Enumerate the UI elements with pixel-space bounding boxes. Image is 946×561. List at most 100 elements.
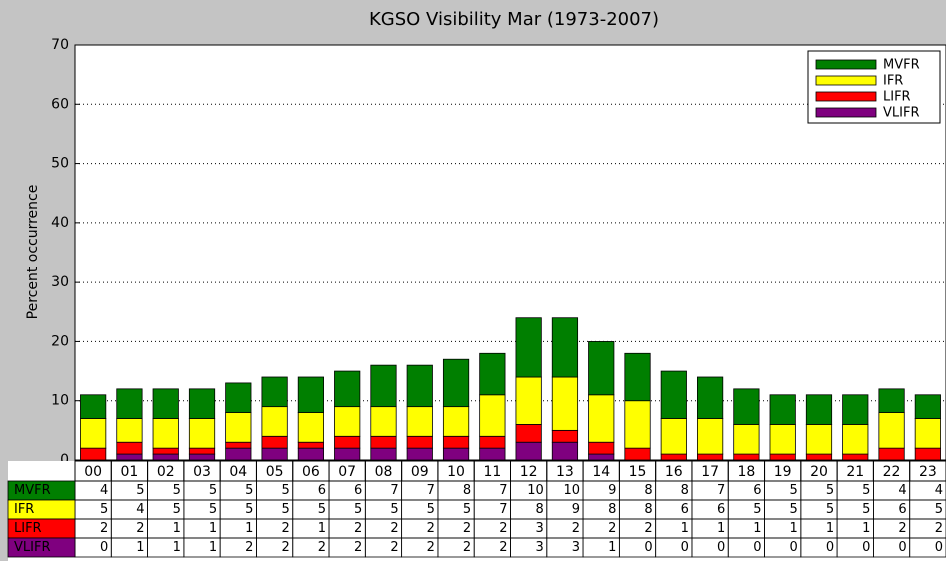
table-value: 1 <box>790 521 798 536</box>
x-tick-label: 16 <box>665 464 683 480</box>
bar-segment <box>551 376 579 431</box>
bar-segment <box>769 424 796 455</box>
bar-segment <box>842 453 869 461</box>
table-value: 5 <box>173 483 181 498</box>
table-value: 1 <box>717 521 725 536</box>
x-tick-label: 13 <box>556 464 574 480</box>
x-tick-label: 09 <box>411 464 429 480</box>
table-value: 5 <box>209 502 217 517</box>
bar-segment <box>515 424 542 443</box>
table-value: 3 <box>572 540 580 555</box>
bar-segment <box>370 406 397 437</box>
table-value: 5 <box>245 502 253 517</box>
table-value: 5 <box>136 483 144 498</box>
table-value: 5 <box>826 502 834 517</box>
bar-segment <box>551 441 579 461</box>
table-value: 3 <box>536 521 544 536</box>
bar-segment <box>334 435 361 449</box>
table-value: 4 <box>136 502 144 517</box>
bar-segment <box>842 394 869 425</box>
bar-segment <box>660 418 687 455</box>
bar-segment <box>479 394 506 437</box>
chart-title: KGSO Visibility Mar (1973-2007) <box>369 9 659 30</box>
bar-segment <box>188 388 216 419</box>
x-tick-label: 08 <box>375 464 393 480</box>
table-value: 0 <box>862 540 870 555</box>
table-value: 1 <box>826 521 834 536</box>
bar-segment <box>914 418 941 449</box>
x-tick-label: 14 <box>592 464 610 480</box>
legend-swatch <box>815 75 877 86</box>
table-value: 8 <box>536 502 544 517</box>
x-tick-label: 05 <box>266 464 284 480</box>
table-value: 5 <box>862 502 870 517</box>
x-tick-label: 23 <box>919 464 937 480</box>
bar-segment <box>188 453 216 461</box>
bar-segment <box>297 376 324 413</box>
table-value: 0 <box>100 540 108 555</box>
table-value: 5 <box>790 502 798 517</box>
y-tick-label: 60 <box>51 96 69 112</box>
table-value: 5 <box>862 483 870 498</box>
table-row-label: MVFR <box>14 483 51 498</box>
bar-segment <box>334 447 361 461</box>
table-bg <box>8 461 946 561</box>
bar-segment <box>225 447 252 461</box>
bar-segment <box>406 364 433 408</box>
table-value: 1 <box>209 521 217 536</box>
bar-segment <box>697 418 724 455</box>
legend-swatch <box>815 59 877 70</box>
bar-segment <box>733 453 760 461</box>
bar-segment <box>442 358 470 408</box>
bar-segment <box>152 453 179 461</box>
y-axis-label: Percent occurrence <box>25 185 41 320</box>
table-value: 6 <box>753 483 761 498</box>
table-value: 5 <box>281 483 289 498</box>
table-value: 1 <box>862 521 870 536</box>
bar-segment <box>769 453 796 461</box>
table-row-label: LIFR <box>14 521 42 536</box>
bar-segment <box>842 424 869 455</box>
bar-segment <box>442 435 470 449</box>
bar-segment <box>406 406 433 437</box>
bar-segment <box>188 418 216 449</box>
table-value: 1 <box>681 521 689 536</box>
table-value: 8 <box>681 483 689 498</box>
bar-segment <box>914 394 941 419</box>
table-value: 4 <box>935 483 943 498</box>
table-value: 2 <box>608 521 616 536</box>
bar-segment <box>334 406 361 437</box>
table-value: 2 <box>572 521 580 536</box>
bar-segment <box>588 453 615 461</box>
table-value: 10 <box>564 483 581 498</box>
x-tick-label: 22 <box>883 464 901 480</box>
x-tick-label: 19 <box>774 464 792 480</box>
table-row-label: VLIFR <box>14 540 50 555</box>
bar-segment <box>261 406 288 437</box>
bar-segment <box>805 424 833 455</box>
bar-segment <box>80 418 107 449</box>
x-tick-label: 17 <box>701 464 719 480</box>
bar-segment <box>225 441 252 449</box>
x-tick-label: 11 <box>483 464 501 480</box>
table-value: 2 <box>100 521 108 536</box>
table-value: 10 <box>527 483 544 498</box>
table-value: 2 <box>499 540 507 555</box>
table-value: 0 <box>826 540 834 555</box>
table-row-label: IFR <box>14 502 34 517</box>
table-value: 2 <box>463 540 471 555</box>
table-value: 2 <box>281 521 289 536</box>
table-value: 0 <box>717 540 725 555</box>
table-value: 0 <box>790 540 798 555</box>
table-value: 9 <box>572 502 580 517</box>
table-value: 2 <box>136 521 144 536</box>
bar-segment <box>515 317 542 378</box>
table-value: 9 <box>608 483 616 498</box>
bar-segment <box>479 435 506 449</box>
table-value: 0 <box>681 540 689 555</box>
bar-segment <box>878 447 905 461</box>
legend-label: VLIFR <box>883 106 919 121</box>
table-value: 5 <box>753 502 761 517</box>
bar-segment <box>442 406 470 437</box>
bar-segment <box>370 435 397 449</box>
